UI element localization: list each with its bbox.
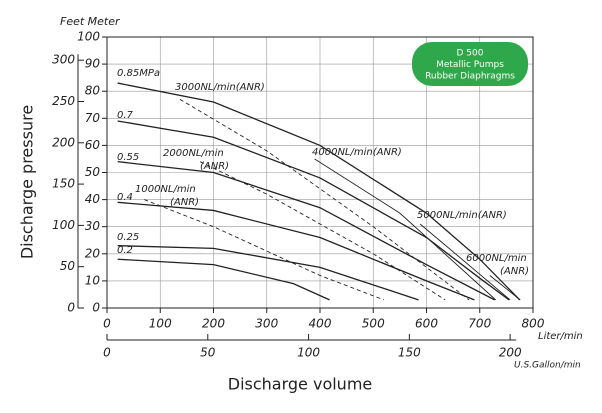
x-tick-label: 0 bbox=[103, 317, 111, 331]
info-box bbox=[412, 42, 528, 86]
y2-tick-label: 50 bbox=[60, 259, 76, 273]
x2-tick-label: 200 bbox=[499, 346, 522, 360]
y-tick-label: 0 bbox=[92, 301, 100, 315]
x-tick-label: 500 bbox=[362, 317, 385, 331]
x-tick-label: 700 bbox=[468, 317, 491, 331]
y2-tick-label: 200 bbox=[52, 135, 75, 149]
pressure-label: 0.2 bbox=[117, 245, 133, 256]
y-tick-label: 10 bbox=[85, 273, 101, 287]
x2-tick-label: 0 bbox=[103, 346, 111, 360]
y-axis-title: Discharge pressure bbox=[18, 105, 37, 259]
info-text: D 500 bbox=[457, 49, 484, 59]
air-label: 1000NL/min bbox=[135, 184, 196, 195]
pressure-curve bbox=[117, 161, 495, 301]
x-tick-label: 300 bbox=[255, 317, 278, 331]
y-tick-label: 100 bbox=[77, 30, 100, 44]
x2-tick-label: 50 bbox=[200, 346, 216, 360]
y-tick-label: 70 bbox=[85, 111, 101, 125]
x-axis-title: Discharge volume bbox=[228, 375, 373, 394]
y-tick-label: 60 bbox=[85, 138, 101, 152]
y-tick-label: 40 bbox=[85, 192, 101, 206]
x-tick-label: 100 bbox=[149, 317, 172, 331]
y-tick-label: 90 bbox=[85, 57, 101, 71]
x2-unit: U.S.Gallon/min bbox=[514, 361, 581, 371]
air-label: (ANR) bbox=[170, 197, 199, 208]
air-consumption-line bbox=[314, 158, 497, 301]
air-consumption-line bbox=[199, 161, 446, 301]
air-consumption-line bbox=[419, 223, 511, 301]
air-label: 2000NL/min bbox=[163, 148, 224, 159]
pressure-curve bbox=[117, 258, 330, 301]
y2-tick-label: 100 bbox=[52, 218, 75, 232]
info-text: Rubber Diaphragms bbox=[425, 72, 515, 82]
pressure-curve bbox=[117, 245, 419, 301]
air-label: 5000NL/min(ANR) bbox=[417, 210, 507, 221]
x-tick-label: 400 bbox=[309, 317, 332, 331]
plot-frame bbox=[106, 36, 534, 309]
y-tick-label: 80 bbox=[85, 84, 101, 98]
y-tick-label: 50 bbox=[85, 165, 101, 179]
pressure-curve bbox=[117, 82, 521, 301]
x-tick-label: 200 bbox=[202, 317, 225, 331]
air-consumption-line bbox=[179, 98, 470, 301]
pressure-label: 0.7 bbox=[117, 110, 134, 121]
air-label: 4000NL/min(ANR) bbox=[312, 147, 402, 158]
x2-tick-label: 150 bbox=[398, 346, 421, 360]
x-unit: Liter/min bbox=[538, 331, 583, 342]
x-tick-label: 600 bbox=[415, 317, 438, 331]
info-text: Metallic Pumps bbox=[436, 60, 504, 70]
air-label: 6000NL/min bbox=[466, 253, 527, 264]
air-label: (ANR) bbox=[200, 161, 229, 172]
pressure-label: 0.55 bbox=[117, 152, 139, 163]
y2-tick-label: 150 bbox=[52, 177, 75, 191]
air-consumption-line bbox=[489, 275, 521, 301]
air-label: (ANR) bbox=[500, 266, 529, 277]
y2-tick-label: 300 bbox=[52, 53, 75, 67]
pressure-label: 0.25 bbox=[117, 232, 139, 243]
x-tick-label: 800 bbox=[522, 317, 545, 331]
y-tick-label: 30 bbox=[85, 219, 101, 233]
pressure-label: 0.85MPa bbox=[117, 68, 160, 79]
y2-tick-label: 250 bbox=[52, 94, 75, 108]
air-consumption-line bbox=[144, 199, 385, 301]
pressure-curve bbox=[117, 120, 510, 301]
y2-tick-label: 0 bbox=[67, 301, 75, 315]
pressure-label: 0.4 bbox=[117, 192, 133, 203]
y-tick-label: 20 bbox=[85, 246, 101, 260]
x2-tick-label: 100 bbox=[297, 346, 320, 360]
air-label: 3000NL/min(ANR) bbox=[175, 82, 265, 93]
axis-unit-label: Feet Meter bbox=[60, 15, 121, 28]
pressure-curve bbox=[117, 201, 475, 301]
